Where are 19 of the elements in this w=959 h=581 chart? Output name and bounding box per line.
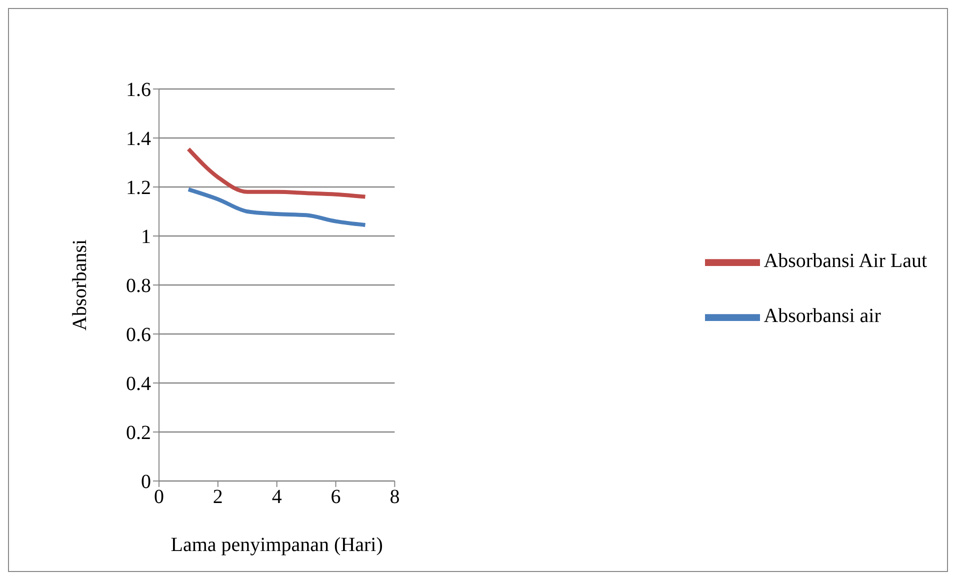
y-tick-label: 1.4 <box>126 128 151 150</box>
x-axis-title: Lama penyimpanan (Hari) <box>170 534 383 556</box>
y-tick-label: 0.8 <box>126 275 151 298</box>
y-tick-label: 0.4 <box>126 373 151 396</box>
legend-label: Absorbansi Air Laut <box>764 250 927 272</box>
line-series <box>186 147 368 199</box>
y-tick-label: 0 <box>141 471 151 494</box>
y-tick-label: 0.6 <box>126 324 151 346</box>
x-tick-label: 2 <box>212 486 223 508</box>
legend-label: Absorbansi air <box>764 305 881 328</box>
x-tick-label: 6 <box>330 486 341 508</box>
y-tick-label: 1.2 <box>126 177 151 200</box>
x-tick-label: 4 <box>272 486 282 508</box>
x-tick-label: 8 <box>390 486 400 508</box>
y-tick-label: 1 <box>141 226 151 248</box>
y-axis-title: Absorbansi <box>69 239 92 331</box>
line-series <box>186 187 368 227</box>
y-tick-label: 1.6 <box>126 79 151 102</box>
y-tick-label: 0.2 <box>126 422 151 444</box>
